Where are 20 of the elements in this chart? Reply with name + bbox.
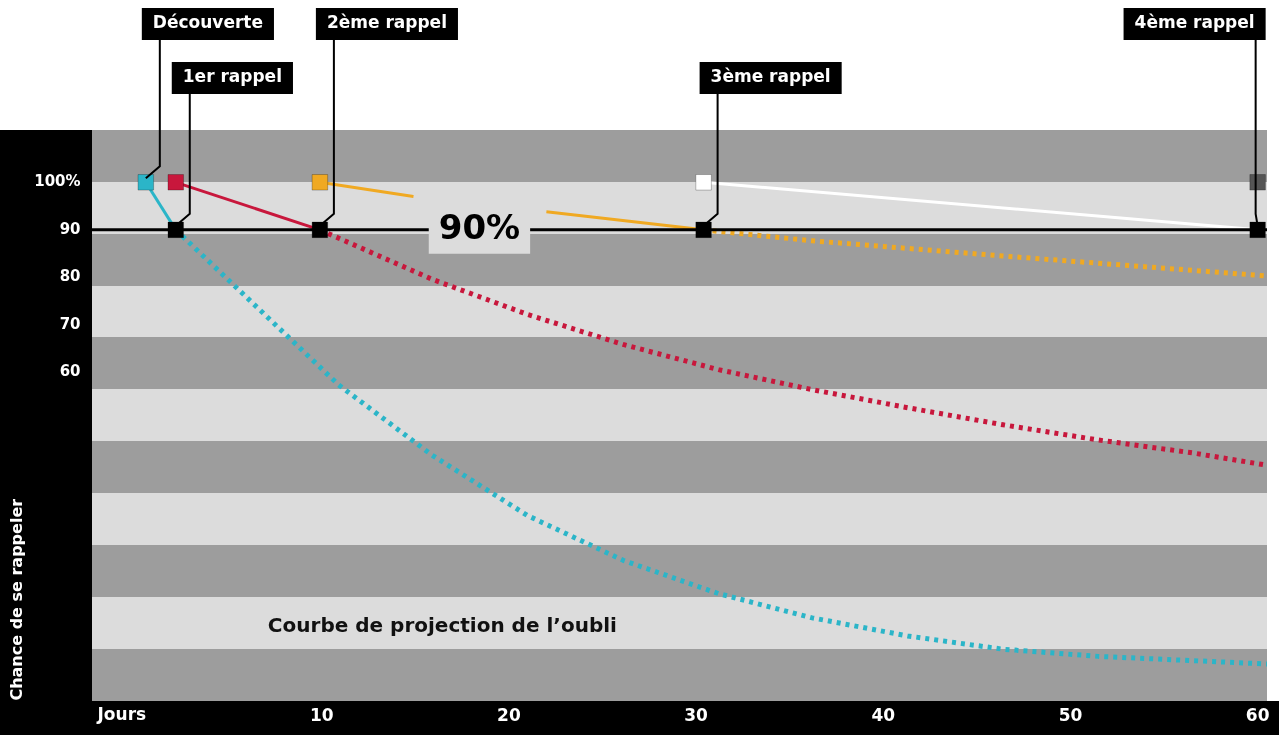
annotation: Découverte — [152, 12, 263, 33]
y-tick-label: 90 — [59, 219, 81, 238]
y-tick-label: 100% — [34, 172, 81, 191]
annotation: Courbe de projection de l’oubli — [267, 612, 617, 637]
annotation: 2ème rappel — [326, 12, 447, 33]
x-tick-label: 50 — [1058, 705, 1083, 726]
y-tick-label: 80 — [59, 267, 81, 286]
annotation: 4ème rappel — [1134, 12, 1255, 33]
y-tick-label: 60 — [59, 362, 81, 381]
x-tick-label: 60 — [1245, 705, 1270, 726]
x-tick-label: 40 — [871, 705, 896, 726]
annotation: 3ème rappel — [710, 66, 831, 87]
annotation: 1er rappel — [182, 66, 282, 87]
x-tick-label: 20 — [497, 705, 521, 726]
y-tick-label: 70 — [59, 314, 81, 333]
x-tick-label: 10 — [309, 705, 334, 726]
y-axis-title: Chance de se rappeler — [6, 498, 26, 701]
ref-line-label: 90% — [438, 206, 521, 247]
x-tick-label: 30 — [684, 705, 709, 726]
x-axis-title: Jours — [96, 704, 147, 725]
